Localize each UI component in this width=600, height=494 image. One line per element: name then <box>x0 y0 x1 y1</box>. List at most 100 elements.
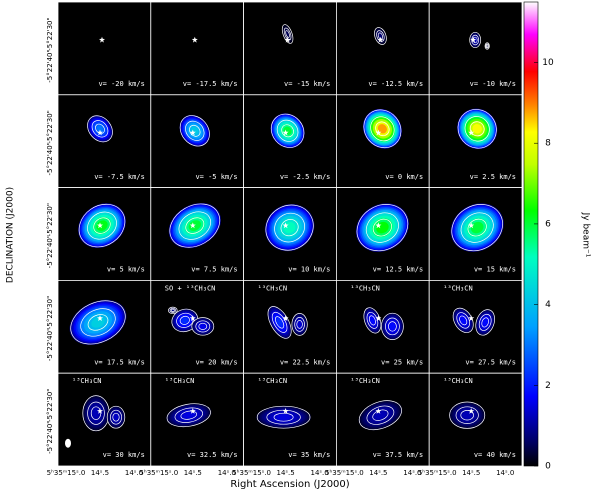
contour <box>170 308 175 312</box>
emission-level <box>183 412 195 419</box>
panel: v= 30 km/s ¹³CH₃CN <box>57 372 152 467</box>
velocity-label: v= 12.5 km/s <box>373 266 424 274</box>
contour <box>169 307 176 313</box>
colorbar-tick-label: 6 <box>545 219 551 229</box>
y-tick-label: -5°22'40" <box>46 235 54 268</box>
emission <box>69 299 127 346</box>
velocity-label: v= 32.5 km/s <box>187 451 238 459</box>
contour <box>168 306 178 315</box>
contour <box>459 315 468 326</box>
emission <box>256 405 312 429</box>
panel: v= 20 km/s SO + ¹³CH₃CN <box>150 279 245 374</box>
y-tick-label: -5°22'30" <box>46 388 54 421</box>
panel-background <box>243 2 337 95</box>
x-tick-label: 5ʰ35ᵐ15ˢ.0 <box>139 469 178 477</box>
contour <box>376 30 385 42</box>
colorbar-tick-label: 0 <box>545 462 551 472</box>
contour <box>381 312 404 340</box>
y-tick-label: -5°22'40" <box>46 49 54 82</box>
contour <box>281 24 294 44</box>
emission-level <box>171 309 174 312</box>
contour <box>191 317 215 336</box>
emission-level <box>377 124 387 134</box>
velocity-label: v= 40 km/s <box>474 451 516 459</box>
source-marker <box>97 408 103 414</box>
emission <box>469 31 490 50</box>
emission <box>355 203 409 252</box>
velocity-label: v= 37.5 km/s <box>373 451 424 459</box>
y-tick-label: -5°22'40" <box>46 142 54 175</box>
contour <box>189 124 201 137</box>
emission <box>179 114 211 147</box>
y-tick-label: -5°22'40" <box>46 420 54 453</box>
velocity-label: v= 27.5 km/s <box>465 358 516 366</box>
contour <box>87 115 113 143</box>
contour <box>296 320 303 329</box>
panel: v= 5 km/s <box>57 187 152 281</box>
source-marker <box>189 315 196 321</box>
velocity-label: v= -2.5 km/s <box>280 173 331 181</box>
source-marker <box>189 408 196 414</box>
line-label: ¹³CH₃CN <box>350 284 380 292</box>
velocity-label: v= -20 km/s <box>98 80 144 88</box>
panel: v= 37.5 km/s ¹³CH₃CN <box>335 372 430 467</box>
source-marker <box>97 222 103 229</box>
contour <box>451 204 503 252</box>
panel: v= -10 km/s <box>428 1 523 96</box>
x-tick-label: 14ˢ.5 <box>369 469 387 477</box>
contour <box>185 217 205 234</box>
contour <box>374 27 387 45</box>
source-marker <box>99 36 105 43</box>
contour <box>166 403 211 428</box>
emission-level <box>375 411 386 419</box>
line-label: ¹³CH₃CN <box>350 377 380 385</box>
panel: v= 35 km/s ¹³CH₃CN <box>243 372 337 467</box>
emission <box>99 36 105 43</box>
source-marker <box>375 129 382 136</box>
emission <box>264 204 315 252</box>
panel: v= 17.5 km/s <box>57 279 152 374</box>
contour <box>455 406 479 424</box>
emission <box>457 108 498 150</box>
contour <box>469 31 482 49</box>
panel: v= -15 km/s <box>243 1 337 96</box>
emission-level <box>470 221 484 234</box>
velocity-label: v= -10 km/s <box>470 80 516 88</box>
emission <box>267 305 308 339</box>
contour <box>87 314 109 331</box>
emission <box>86 115 114 143</box>
contour <box>291 313 308 336</box>
velocity-label: v= -15 km/s <box>284 80 330 88</box>
velocity-label: v= 20 km/s <box>195 358 237 366</box>
velocity-label: v= 7.5 km/s <box>191 266 237 274</box>
contour <box>276 119 299 142</box>
velocity-label: v= 10 km/s <box>288 266 330 274</box>
x-tick-label: 14ˢ.0 <box>125 469 143 477</box>
emission-level <box>113 414 119 420</box>
contour <box>366 311 379 329</box>
panel: v= 0 km/s <box>335 94 430 189</box>
y-tick-label: -5°22'30" <box>46 203 54 236</box>
x-tick-label: 5ʰ35ᵐ15ˢ.0 <box>325 469 364 477</box>
panel: v= -2.5 km/s <box>243 94 337 189</box>
contour <box>106 405 126 429</box>
contour <box>285 30 290 38</box>
contour <box>475 309 495 336</box>
velocity-label: v= 17.5 km/s <box>94 358 145 366</box>
contour <box>112 412 120 422</box>
panel: v= -12.5 km/s <box>335 1 430 96</box>
contour <box>80 308 116 337</box>
emission <box>448 401 486 430</box>
panel-background <box>58 2 151 95</box>
contour <box>368 315 376 326</box>
source-marker <box>468 315 475 321</box>
contour <box>270 113 305 148</box>
contour <box>449 401 486 429</box>
x-tick-label: 14ˢ.5 <box>276 469 294 477</box>
x-tick-label: 5ʰ35ᵐ15ˢ.0 <box>418 469 457 477</box>
emission <box>374 27 387 45</box>
contour <box>198 322 208 330</box>
panel: v= 22.5 km/s ¹³CH₃CN <box>243 279 337 374</box>
x-tick-label: 14ˢ.0 <box>310 469 328 477</box>
contour <box>481 317 489 328</box>
